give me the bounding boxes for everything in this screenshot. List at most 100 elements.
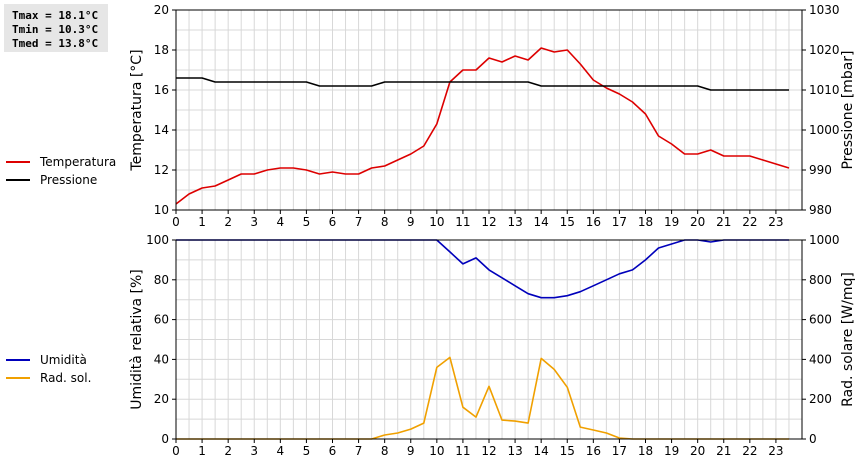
- legend-item-rad-sol: Rad. sol.: [6, 369, 91, 387]
- x-tick-label: 4: [277, 444, 285, 458]
- x-tick-label: 2: [224, 215, 232, 229]
- x-tick-label: 19: [664, 444, 679, 458]
- y-tick-label-right: 1000: [809, 123, 840, 137]
- y-tick-label-left: 0: [161, 432, 169, 446]
- x-tick-label: 3: [250, 215, 258, 229]
- legend-swatch-pressione: [6, 179, 30, 181]
- series-line-rad-sol-: [176, 356, 789, 440]
- x-tick-label: 8: [381, 215, 389, 229]
- series-line-pressione: [176, 77, 789, 91]
- x-tick-label: 2: [224, 444, 232, 458]
- x-tick-label: 22: [742, 215, 757, 229]
- legend-bottom: Umidità Rad. sol.: [6, 351, 91, 387]
- y-tick-label-left: 14: [154, 123, 169, 137]
- stats-box: Tmax = 18.1°C Tmin = 10.3°C Tmed = 13.8°…: [4, 4, 108, 52]
- tmed-text: Tmed = 13.8°C: [12, 37, 99, 50]
- x-tick-label: 14: [534, 444, 549, 458]
- y-tick-label-left: 10: [154, 203, 169, 217]
- legend-item-pressione: Pressione: [6, 171, 116, 189]
- x-tick-label: 18: [638, 444, 653, 458]
- y-tick-label-right: 200: [809, 392, 832, 406]
- x-tick-label: 3: [250, 444, 258, 458]
- legend-label-umidita: Umidità: [40, 353, 87, 367]
- chart-panel-bottom: 0 1 2 3 4 5 6 7 8 9 10 11 12 13 14 15 16 17 18 19 20 21 22 2302…: [129, 233, 856, 458]
- x-tick-label: 11: [455, 444, 470, 458]
- y-tick-label-right: 1000: [809, 233, 840, 247]
- y-axis-title-right: Rad. solare [W/mq]: [840, 272, 856, 407]
- y-tick-label-left: 60: [154, 313, 169, 327]
- x-tick-label: 4: [277, 215, 285, 229]
- x-tick-label: 13: [507, 444, 522, 458]
- legend-item-umidita: Umidità: [6, 351, 91, 369]
- x-tick-label: 23: [768, 215, 783, 229]
- x-tick-label: 17: [612, 444, 627, 458]
- legend-label-pressione: Pressione: [40, 173, 98, 187]
- legend-item-temperatura: Temperatura: [6, 153, 116, 171]
- legend-swatch-rad-sol: [6, 377, 30, 379]
- tmax-text: Tmax = 18.1°C: [12, 9, 99, 22]
- x-tick-label: 5: [303, 215, 311, 229]
- x-tick-label: 23: [768, 444, 783, 458]
- y-tick-label-left: 20: [154, 3, 169, 17]
- x-tick-label: 9: [407, 444, 415, 458]
- x-tick-label: 1: [198, 444, 206, 458]
- x-tick-label: 6: [329, 215, 337, 229]
- x-tick-label: 0: [172, 444, 180, 458]
- x-tick-label: 20: [690, 444, 705, 458]
- x-tick-label: 7: [355, 444, 363, 458]
- y-tick-label-right: 1020: [809, 43, 840, 57]
- legend-swatch-umidita: [6, 359, 30, 361]
- series-line-umidit-: [176, 239, 789, 299]
- x-tick-label: 0: [172, 215, 180, 229]
- x-tick-label: 1: [198, 215, 206, 229]
- x-tick-label: 12: [481, 215, 496, 229]
- y-tick-label-right: 400: [809, 352, 832, 366]
- x-tick-label: 17: [612, 215, 627, 229]
- y-axis-title-left: Umidità relativa [%]: [129, 269, 145, 410]
- y-tick-label-left: 80: [154, 273, 169, 287]
- y-tick-label-left: 18: [154, 43, 169, 57]
- x-tick-label: 20: [690, 215, 705, 229]
- x-tick-label: 15: [560, 444, 575, 458]
- x-tick-label: 7: [355, 215, 363, 229]
- y-tick-label-right: 600: [809, 313, 832, 327]
- y-tick-label-right: 990: [809, 163, 832, 177]
- series-line-temperatura: [175, 47, 790, 205]
- x-tick-label: 13: [507, 215, 522, 229]
- x-tick-label: 19: [664, 215, 679, 229]
- x-tick-label: 21: [716, 215, 731, 229]
- x-tick-label: 11: [455, 215, 470, 229]
- x-tick-label: 15: [560, 215, 575, 229]
- y-tick-label-right: 800: [809, 273, 832, 287]
- y-tick-label-right: 0: [809, 432, 817, 446]
- x-tick-label: 5: [303, 444, 311, 458]
- y-tick-label-left: 100: [146, 233, 169, 247]
- y-tick-label-left: 16: [154, 83, 169, 97]
- x-tick-label: 21: [716, 444, 731, 458]
- y-tick-label-left: 12: [154, 163, 169, 177]
- x-tick-label: 10: [429, 444, 444, 458]
- x-tick-label: 18: [638, 215, 653, 229]
- x-tick-label: 16: [586, 215, 601, 229]
- legend-label-rad-sol: Rad. sol.: [40, 371, 92, 385]
- legend-label-temperatura: Temperatura: [40, 155, 117, 169]
- y-tick-label-right: 1030: [809, 3, 840, 17]
- y-tick-label-right: 1010: [809, 83, 840, 97]
- legend-top: Temperatura Pressione: [6, 153, 116, 189]
- x-tick-label: 16: [586, 444, 601, 458]
- chart-panel-top: 0 1 2 3 4 5 6 7 8 9 10 11 12 13 14 15 16 17 18 19 20 21 22 2310…: [129, 3, 856, 229]
- y-tick-label-left: 20: [154, 392, 169, 406]
- legend-swatch-temperatura: [6, 161, 30, 163]
- x-tick-label: 9: [407, 215, 415, 229]
- x-tick-label: 14: [534, 215, 549, 229]
- x-tick-label: 22: [742, 444, 757, 458]
- y-axis-title-left: Temperatura [°C]: [129, 49, 145, 171]
- y-tick-label-left: 40: [154, 352, 169, 366]
- y-tick-label-right: 980: [809, 203, 832, 217]
- x-tick-label: 10: [429, 215, 444, 229]
- x-tick-label: 6: [329, 444, 337, 458]
- y-axis-title-right: Pressione [mbar]: [840, 50, 856, 169]
- x-tick-label: 12: [481, 444, 496, 458]
- tmin-text: Tmin = 10.3°C: [12, 23, 99, 36]
